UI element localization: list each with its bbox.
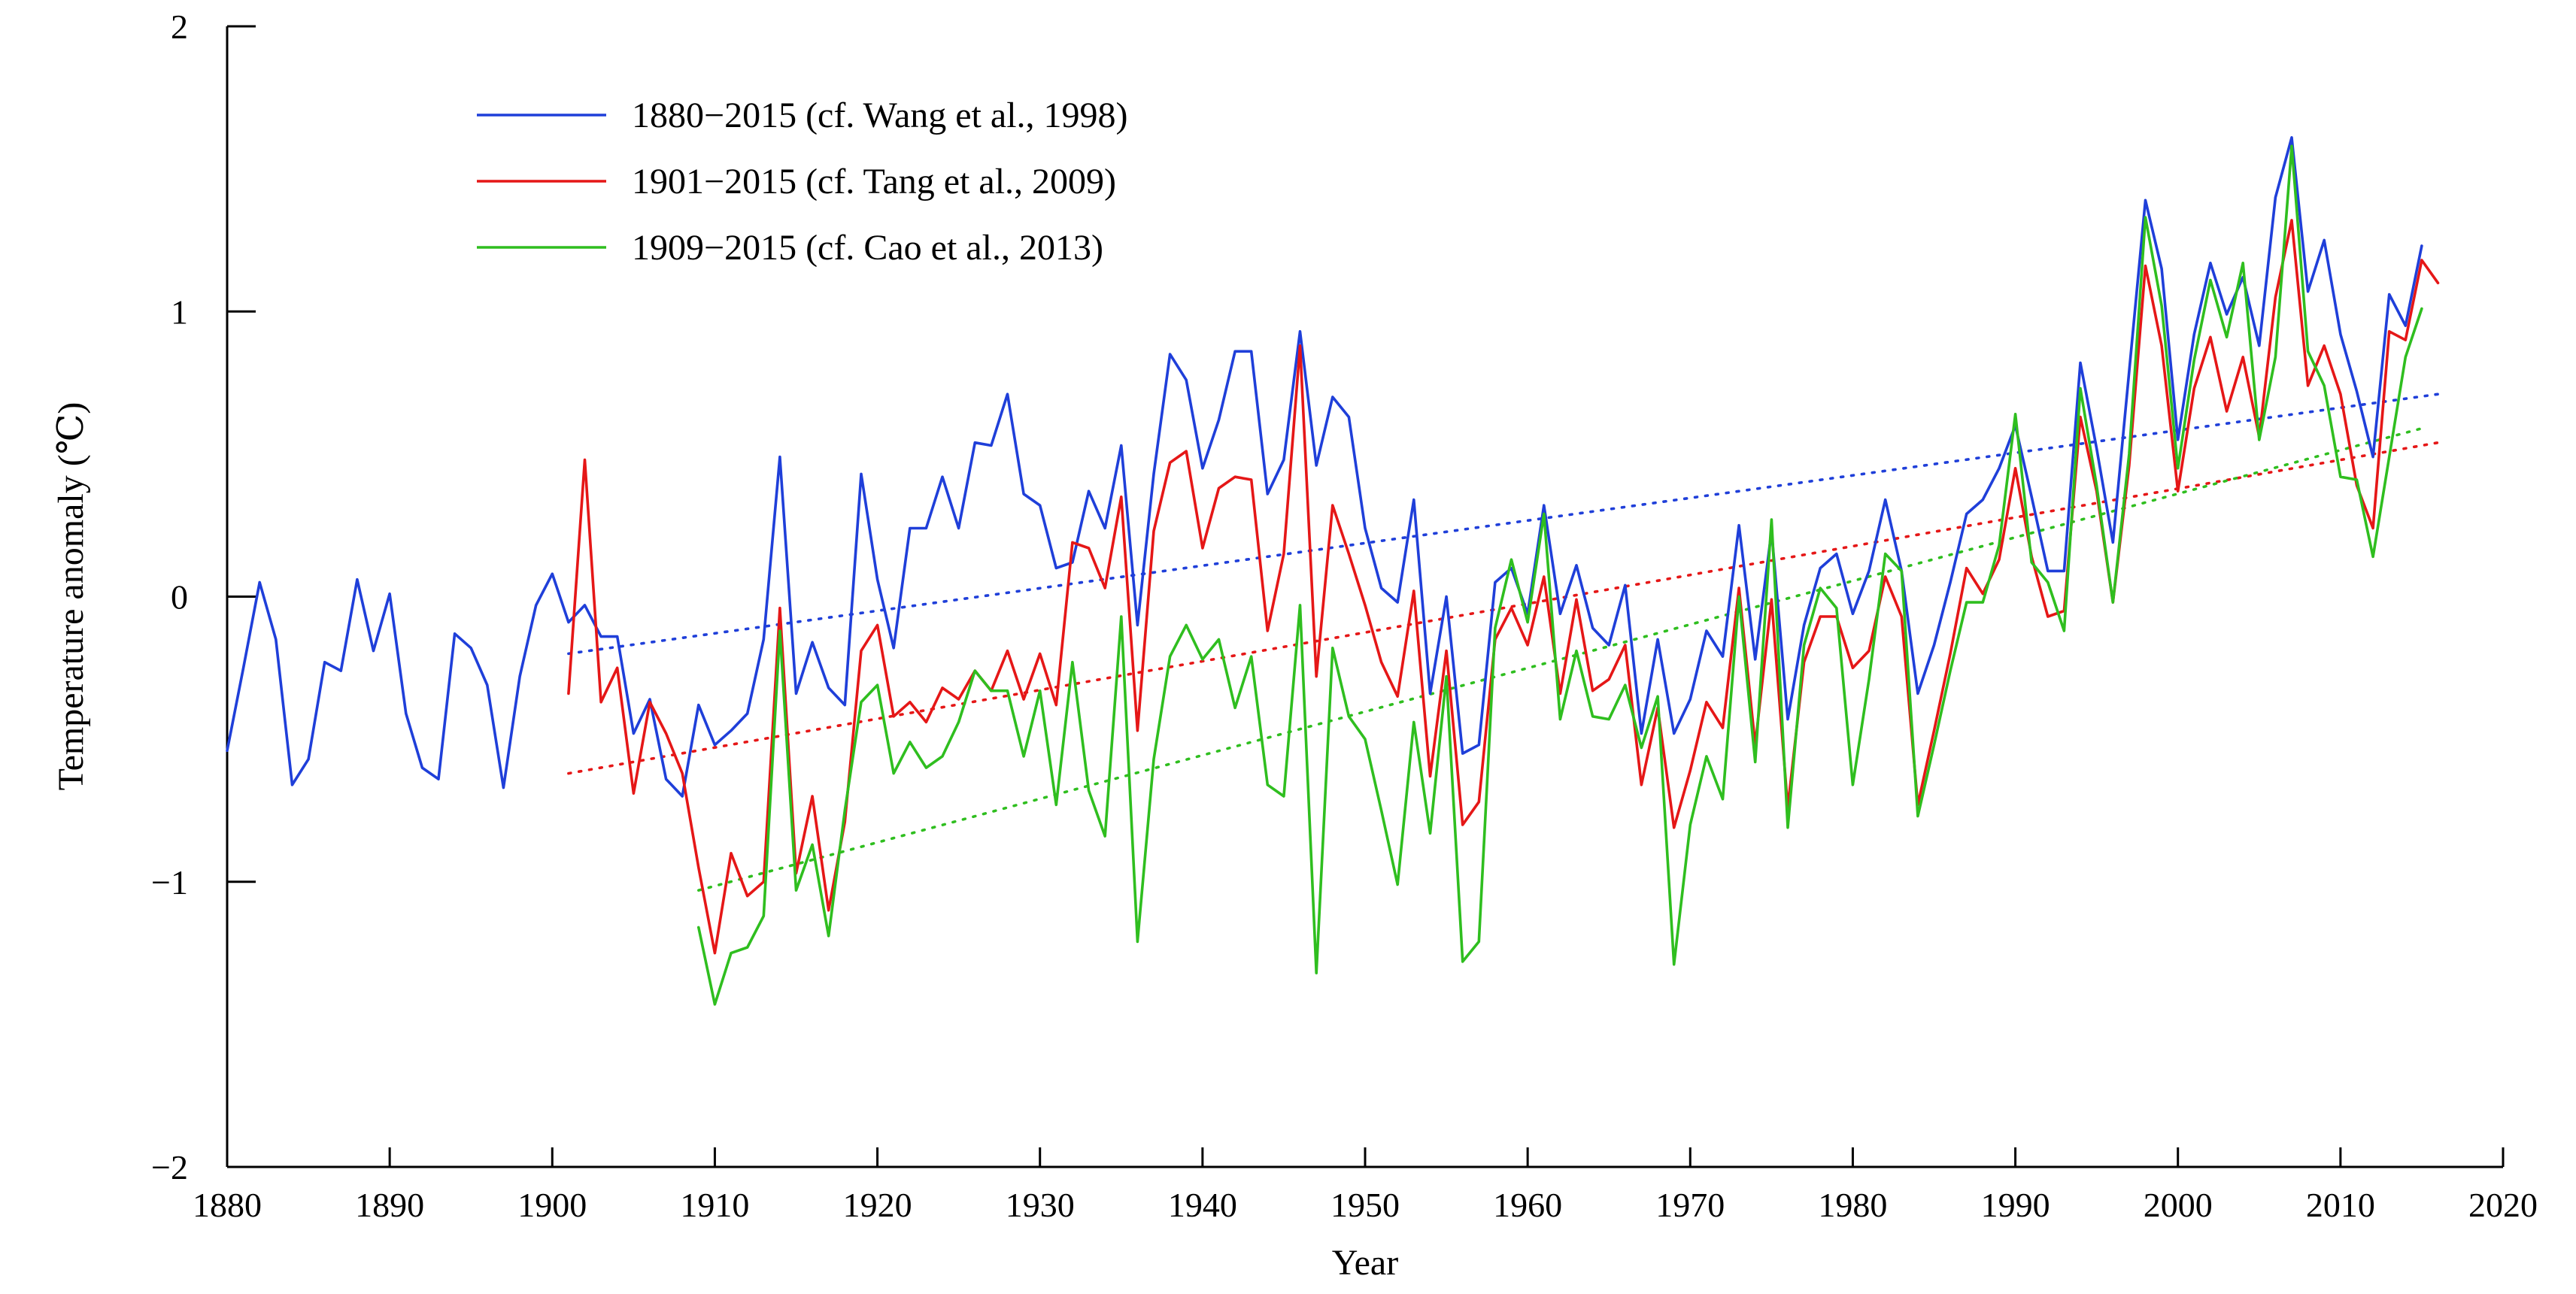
x-tick-label: 2000 [2144,1186,2213,1224]
data-series [226,136,2440,1006]
x-tick-label: 1970 [1655,1186,1725,1224]
x-tick-label: 1940 [1168,1186,1237,1224]
y-tick-label: −1 [151,863,188,902]
x-tick-label: 1890 [355,1186,424,1224]
x-tick-label: 1920 [843,1186,912,1224]
axes [226,26,2503,1168]
x-tick-label: 2020 [2468,1186,2538,1224]
y-tick-label: 1 [171,292,188,331]
y-tick-label: −2 [151,1148,188,1186]
legend-label: 1909−2015 (cf. Cao et al., 2013) [632,228,1103,268]
x-axis-title: Year [1332,1243,1398,1283]
x-tick-label: 2010 [2306,1186,2375,1224]
x-tick-label: 1880 [193,1186,262,1224]
series-line [226,136,2423,798]
x-tick-label: 1980 [1818,1186,1887,1224]
y-axis-title: Temperature anomaly (℃) [51,402,91,791]
y-axis-ticks: 2 1 0 −1 −2 [151,8,256,1186]
x-tick-label: 1900 [517,1186,587,1224]
y-tick-label: 2 [171,8,188,46]
legend-label: 1880−2015 (cf. Wang et al., 1998) [632,95,1128,135]
series-line [567,219,2440,955]
x-tick-label: 1990 [1981,1186,2050,1224]
series-line [696,144,2423,1006]
x-tick-label: 1960 [1493,1186,1562,1224]
trend-line [567,392,2440,656]
trend-line [567,441,2440,775]
x-tick-label: 1950 [1330,1186,1400,1224]
y-tick-label: 0 [171,578,188,617]
legend-label: 1901−2015 (cf. Tang et al., 2009) [632,162,1116,202]
x-axis-ticks: 1880 1890 1900 1910 1920 1930 1940 1950 1960 1970… [193,1147,2538,1224]
x-tick-label: 1930 [1006,1186,1075,1224]
x-tick-label: 1910 [680,1186,749,1224]
trend-line [697,426,2423,892]
legend: 1880−2015 (cf. Wang et al., 1998) 1901−20… [477,95,1128,268]
